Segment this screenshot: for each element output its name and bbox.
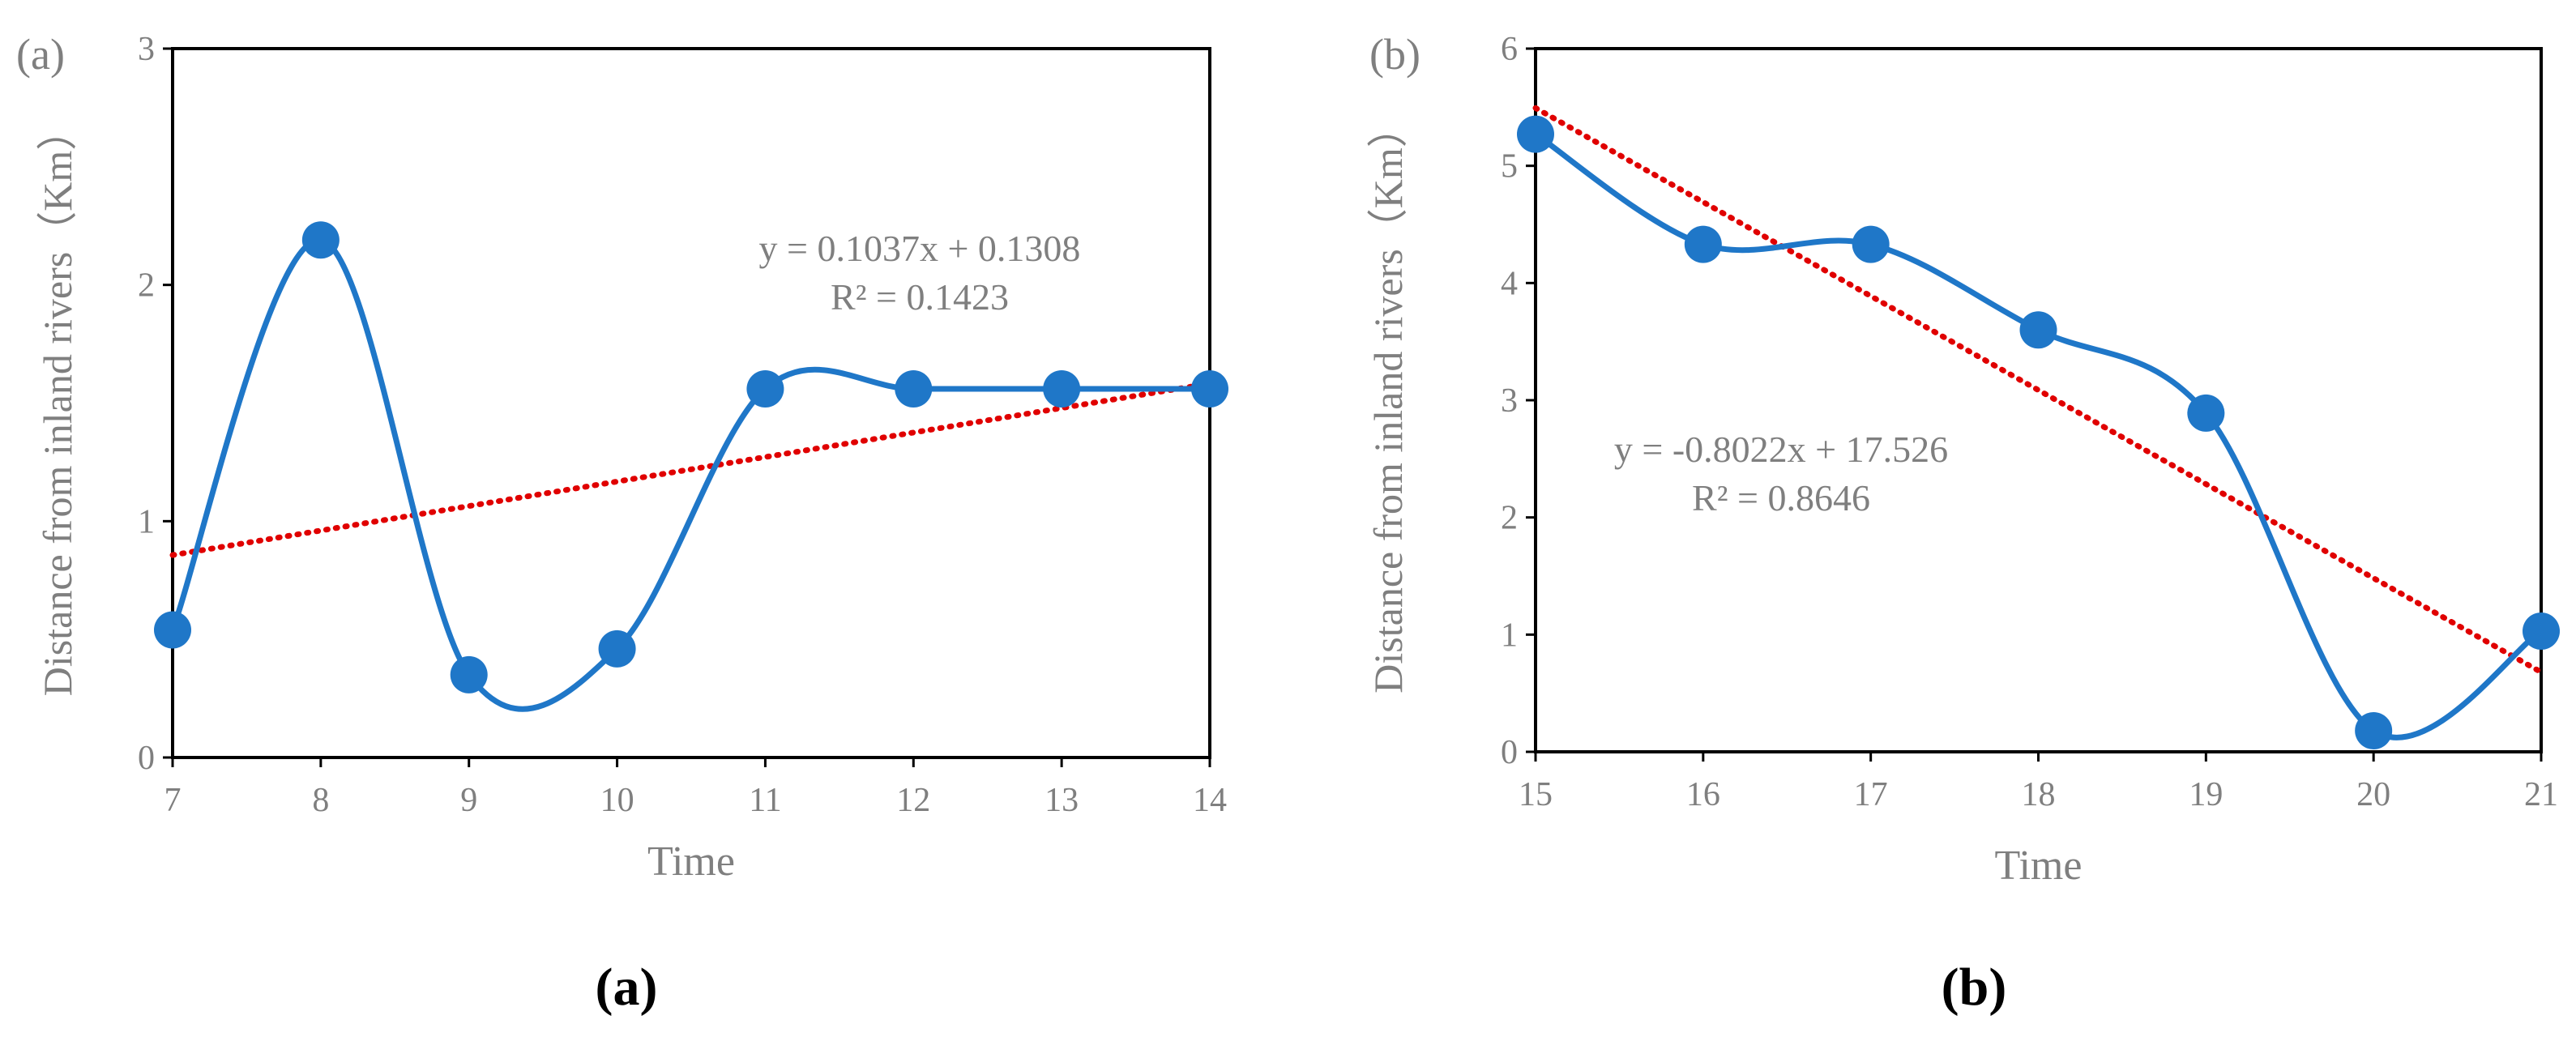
y-tick-label: 1	[138, 503, 155, 540]
x-tick-label: 8	[312, 782, 329, 819]
data-point	[1517, 115, 1554, 153]
data-point	[1043, 370, 1081, 408]
y-tick-label: 5	[1501, 148, 1518, 186]
r-squared-label: R² = 0.8646	[1692, 477, 1870, 518]
x-tick-label: 15	[1519, 776, 1553, 813]
y-tick-label: 0	[138, 740, 155, 777]
y-tick-label: 3	[1501, 382, 1518, 420]
series-line	[169, 237, 1213, 712]
y-tick-label: 0	[1501, 734, 1518, 771]
data-point	[1852, 225, 1890, 263]
data-point	[895, 370, 933, 408]
x-tick-label: 20	[2356, 776, 2390, 813]
r-squared-label: R² = 0.1423	[831, 276, 1009, 318]
x-tick-label: 14	[1193, 782, 1227, 819]
data-point	[450, 655, 488, 693]
x-tick-label: 19	[2189, 776, 2223, 813]
y-tick-label: 2	[1501, 500, 1518, 537]
x-tick-label: 18	[2022, 776, 2056, 813]
data-point	[598, 629, 636, 668]
x-tick-label: 7	[164, 782, 182, 819]
y-axis-title: Distance from inland rivers（Km）	[1365, 107, 1411, 693]
y-tick-label: 1	[1501, 617, 1518, 654]
x-tick-label: 21	[2524, 776, 2558, 813]
chart-panel-b: 0 1 2 3 4 5 6 15 16 17 18 19 20 21 Time Distance from i…	[1365, 30, 2560, 1017]
data-point	[1684, 225, 1722, 263]
x-tick-label: 11	[749, 782, 781, 819]
data-point	[301, 221, 340, 259]
panel-caption: (b)	[1942, 958, 2007, 1017]
x-tick-label: 16	[1686, 776, 1720, 813]
y-tick-label: 6	[1501, 31, 1518, 68]
data-point	[746, 370, 784, 408]
x-tick-label: 9	[460, 782, 477, 819]
x-tick-label: 17	[1854, 776, 1888, 813]
x-axis-title: Time	[647, 839, 735, 885]
x-tick-label: 10	[600, 782, 634, 819]
x-tick-label: 12	[896, 782, 930, 819]
x-axis-title: Time	[1995, 843, 2083, 889]
trendline	[1532, 105, 2544, 676]
data-point	[154, 611, 191, 649]
panel-label: (b)	[1369, 30, 1420, 79]
y-tick-label: 3	[138, 31, 155, 68]
data-point	[2187, 394, 2225, 432]
data-point	[2355, 711, 2393, 749]
trendline-equation: y = 0.1037x + 0.1308	[759, 228, 1081, 269]
x-tick-label: 13	[1044, 782, 1079, 819]
data-point	[2523, 612, 2560, 650]
y-tick-label: 2	[138, 267, 155, 305]
y-tick-label: 4	[1501, 265, 1518, 302]
panel-caption: (a)	[596, 958, 658, 1017]
trendline	[169, 380, 1213, 558]
trendline-equation: y = -0.8022x + 17.526	[1614, 429, 1948, 470]
plot-area-frame	[1534, 47, 2543, 753]
data-point	[2019, 311, 2057, 349]
panel-label: (a)	[16, 30, 65, 79]
y-axis-title: Distance from inland rivers（Km）	[35, 110, 80, 696]
data-point	[1191, 370, 1228, 408]
